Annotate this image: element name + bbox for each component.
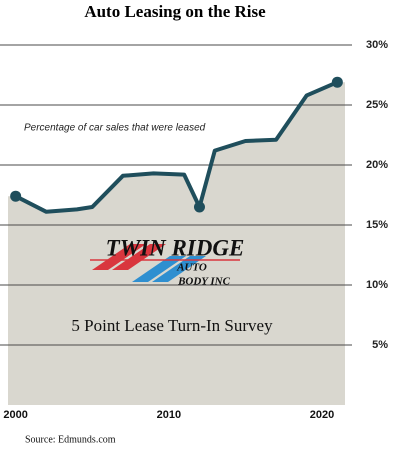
logo: TWIN RIDGE AUTO BODY INC [90, 235, 245, 288]
y-tick-label: 15% [366, 219, 388, 231]
y-tick-label: 30% [366, 39, 388, 51]
logo-stripe [112, 244, 166, 270]
y-tick-label: 20% [366, 159, 388, 171]
logo-name: TWIN RIDGE [106, 235, 245, 260]
x-tick-label: 2000 [3, 409, 27, 421]
y-tick-label: 25% [366, 99, 388, 111]
line [14, 80, 339, 214]
x-tick-label: 2020 [310, 409, 334, 421]
x-tick-label: 2010 [157, 409, 181, 421]
source: Source: Edmunds.com [25, 434, 116, 445]
point [193, 201, 205, 213]
y-tick-label: 10% [366, 279, 388, 291]
y-tick-label: 5% [372, 339, 388, 351]
logo-stripe [132, 256, 186, 282]
annotation: Percentage of car sales that were leased [24, 123, 206, 134]
chart-title: Auto Leasing on the Rise [84, 2, 266, 21]
logo-stripe [92, 244, 146, 270]
area [8, 82, 345, 405]
logo-line: AUTO [176, 262, 207, 274]
point [331, 76, 343, 88]
plot: 5% 10% 15% 20% 25% 30% 2000 2010 2020 [0, 39, 388, 421]
logo-line: BODY INC [177, 276, 231, 288]
point [10, 190, 22, 202]
banner: 5 Point Lease Turn-In Survey [71, 316, 273, 335]
logo-stripe [152, 256, 206, 282]
